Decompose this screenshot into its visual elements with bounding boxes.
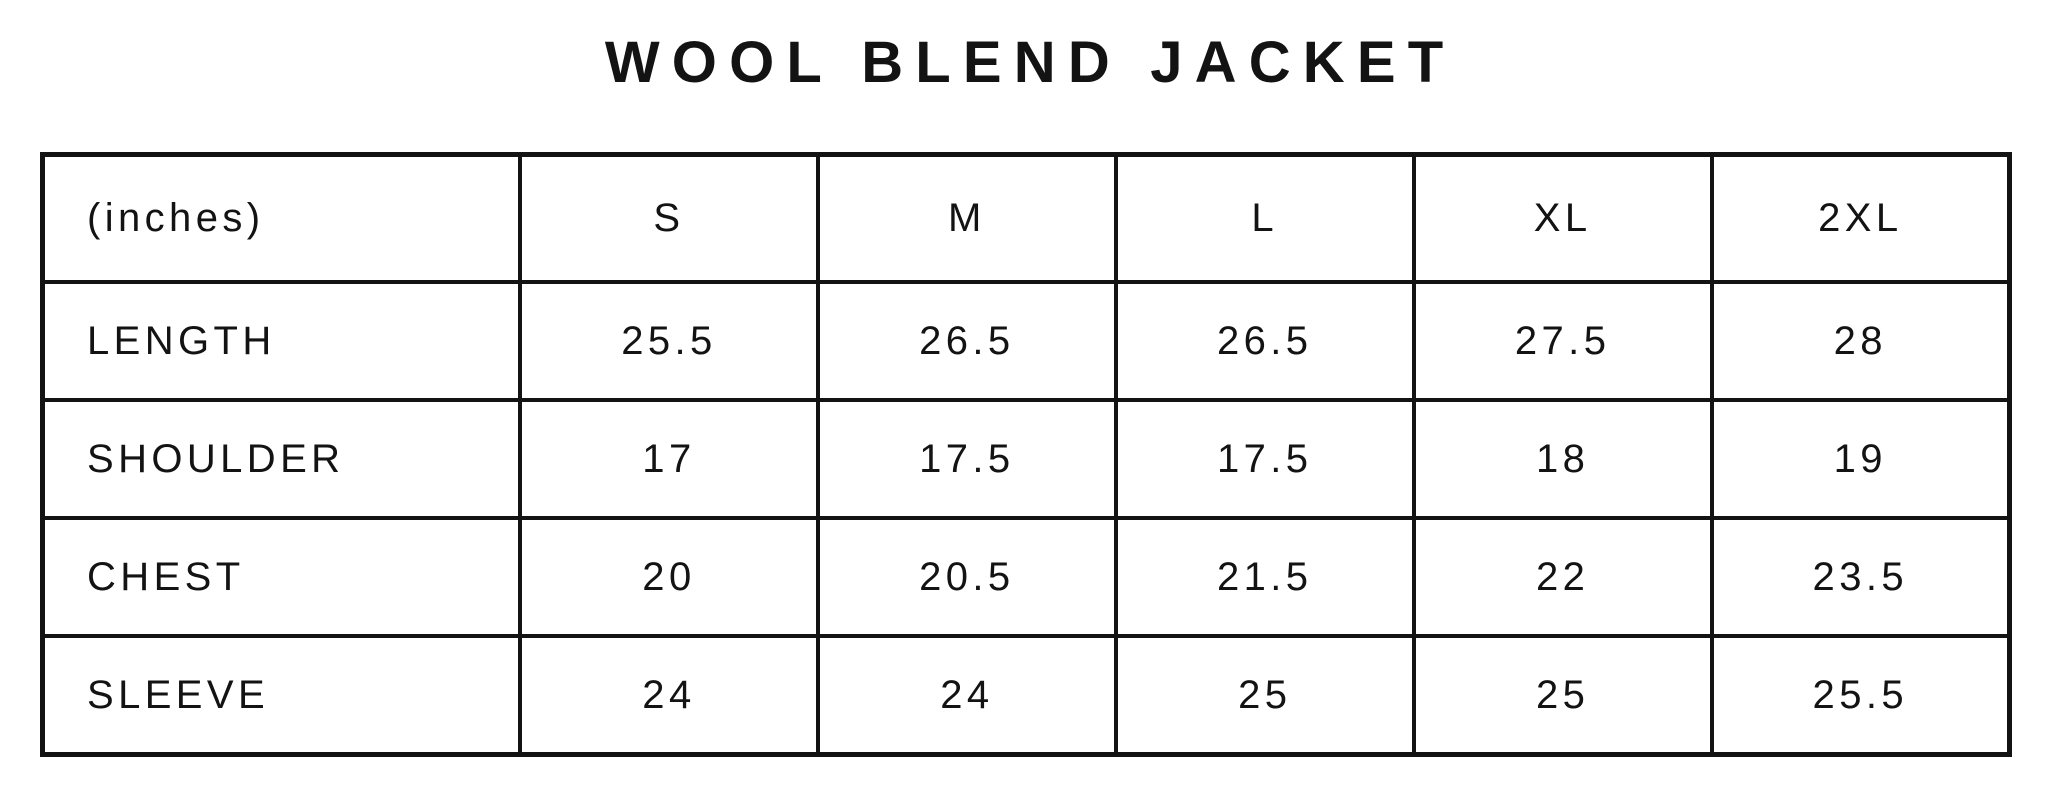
unit-header-cell: (inches): [40, 152, 522, 284]
size-header-cell-2xl: 2XL: [1709, 152, 2012, 284]
cell-shoulder-l: 17.5: [1113, 398, 1416, 520]
row-label-shoulder: SHOULDER: [40, 398, 522, 520]
cell-chest-l: 21.5: [1113, 516, 1416, 638]
cell-length-xl: 27.5: [1411, 280, 1714, 402]
cell-shoulder-m: 17.5: [815, 398, 1118, 520]
size-header-cell-s: S: [518, 152, 820, 284]
cell-chest-m: 20.5: [815, 516, 1118, 638]
cell-shoulder-s: 17: [518, 398, 820, 520]
cell-chest-s: 20: [518, 516, 820, 638]
page-title: WOOL BLEND JACKET: [604, 30, 1456, 95]
size-header-cell-m: M: [815, 152, 1118, 284]
table-row-chest: CHEST 20 20.5 21.5 22 23.5: [40, 516, 2012, 638]
cell-length-l: 26.5: [1113, 280, 1416, 402]
size-header-cell-l: L: [1113, 152, 1416, 284]
cell-shoulder-2xl: 19: [1709, 398, 2012, 520]
row-label-sleeve: SLEEVE: [40, 634, 522, 757]
cell-sleeve-xl: 25: [1411, 634, 1714, 757]
cell-sleeve-m: 24: [815, 634, 1118, 757]
row-label-length: LENGTH: [40, 280, 522, 402]
row-label-chest: CHEST: [40, 516, 522, 638]
cell-shoulder-xl: 18: [1411, 398, 1714, 520]
size-chart-table: (inches) S M L XL 2XL LENGTH 25.5 26.5 2…: [40, 152, 2012, 757]
cell-length-m: 26.5: [815, 280, 1118, 402]
cell-sleeve-s: 24: [518, 634, 820, 757]
cell-length-2xl: 28: [1709, 280, 2012, 402]
cell-length-s: 25.5: [518, 280, 820, 402]
cell-chest-2xl: 23.5: [1709, 516, 2012, 638]
table-row-sleeve: SLEEVE 24 24 25 25 25.5: [40, 634, 2012, 757]
size-header-cell-xl: XL: [1411, 152, 1714, 284]
table-row-length: LENGTH 25.5 26.5 26.5 27.5 28: [40, 280, 2012, 402]
cell-sleeve-l: 25: [1113, 634, 1416, 757]
cell-sleeve-2xl: 25.5: [1709, 634, 2012, 757]
table-row-shoulder: SHOULDER 17 17.5 17.5 18 19: [40, 398, 2012, 520]
header-row: (inches) S M L XL 2XL: [40, 152, 2012, 284]
cell-chest-xl: 22: [1411, 516, 1714, 638]
